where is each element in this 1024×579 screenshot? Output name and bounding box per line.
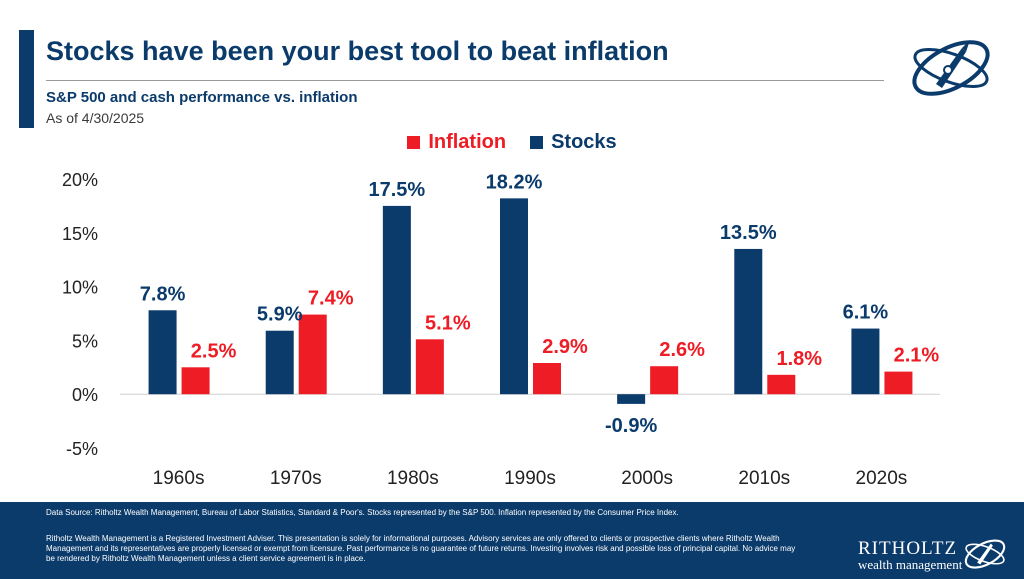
x-category-label: 1960s	[153, 468, 205, 489]
data-source-note: Data Source: Ritholtz Wealth Management,…	[46, 508, 679, 517]
y-tick-label: 5%	[72, 331, 98, 351]
stocks-bar	[734, 248, 763, 395]
stocks-bar	[617, 394, 646, 404]
stocks-bar	[500, 198, 528, 395]
inflation-data-label: 2.1%	[894, 345, 940, 367]
legend-swatch-stocks	[530, 136, 544, 149]
x-category-label: 1990s	[504, 468, 556, 489]
title-divider	[46, 80, 884, 81]
ritholtz-logo-icon	[912, 40, 990, 96]
inflation-bar	[650, 366, 679, 395]
legend-swatch-inflation	[407, 136, 421, 149]
inflation-bar	[533, 362, 561, 395]
x-category-label: 2000s	[621, 468, 673, 489]
inflation-data-label: 5.1%	[425, 312, 471, 334]
y-tick-label: 0%	[72, 385, 98, 405]
x-category-label: 2020s	[856, 468, 908, 489]
x-category-label: 1980s	[387, 468, 439, 489]
stocks-bar	[851, 328, 880, 395]
stocks-bar	[265, 330, 294, 395]
x-category-label: 1970s	[270, 468, 322, 489]
stocks-data-label: -0.9%	[605, 415, 657, 437]
bar-chart: 20% 15% 10% 5% 0% -5% 7.8% 2.5% 1960s 5.9%7.4% 197…	[62, 170, 940, 489]
y-tick-label: 15%	[62, 224, 98, 244]
stocks-data-label: 13.5%	[720, 222, 777, 244]
inflation-bar	[767, 374, 796, 395]
chart-subtitle: S&P 500 and cash performance vs. inflati…	[46, 89, 358, 106]
inflation-data-label: 1.8%	[776, 348, 822, 370]
inflation-data-label: 2.6%	[659, 339, 705, 361]
inflation-data-label: 2.9%	[542, 336, 588, 358]
brand-name: RITHOLTZ	[858, 538, 958, 559]
legend-label-stocks: Stocks	[551, 131, 617, 153]
brand-wordmark: RITHOLTZ wealth management	[858, 538, 963, 572]
page-title: Stocks have been your best tool to beat …	[46, 36, 669, 66]
footer: Data Source: Ritholtz Wealth Management,…	[0, 502, 1024, 579]
y-tick-label: 10%	[62, 278, 98, 298]
chart-legend: Inflation Stocks	[0, 131, 1024, 154]
inflation-bar	[181, 367, 210, 395]
stocks-bar	[382, 205, 411, 395]
brand-subtitle: wealth management	[858, 557, 963, 572]
x-category-label: 2010s	[738, 468, 790, 489]
disclaimer-text: Ritholtz Wealth Management is a Register…	[46, 534, 796, 563]
legend-item-stocks: Stocks	[530, 131, 617, 154]
legend-label-inflation: Inflation	[428, 131, 507, 153]
inflation-bar	[884, 371, 913, 395]
inflation-bar	[298, 314, 327, 395]
stocks-data-label: 7.8%	[140, 283, 186, 305]
y-tick-label: -5%	[66, 439, 98, 459]
stocks-bar	[148, 310, 177, 395]
inflation-data-label: 7.4%	[308, 288, 354, 310]
inflation-bar	[415, 339, 444, 395]
as-of-date: As of 4/30/2025	[46, 110, 145, 126]
inflation-data-label: 2.5%	[191, 340, 237, 362]
y-tick-label: 20%	[62, 170, 98, 190]
title-accent-bar	[19, 30, 34, 128]
legend-item-inflation: Inflation	[407, 131, 506, 154]
stocks-data-label: 5.9%	[257, 304, 303, 326]
ritholtz-logo-small-icon	[964, 539, 1006, 569]
stocks-data-label: 18.2%	[486, 171, 543, 193]
stocks-data-label: 6.1%	[843, 302, 889, 324]
stocks-data-label: 17.5%	[368, 179, 425, 201]
